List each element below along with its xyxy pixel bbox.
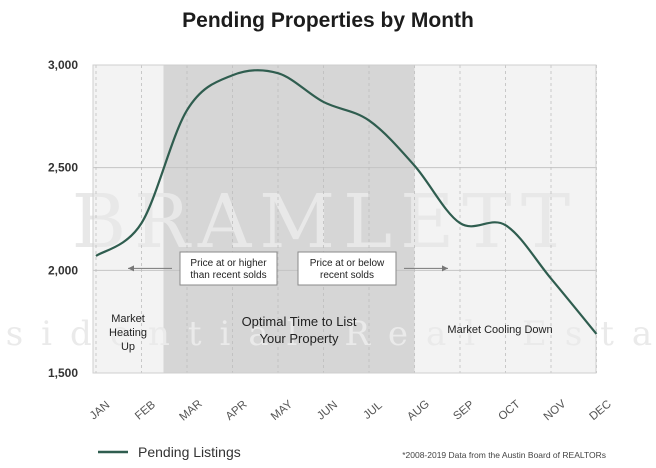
y-tick-label: 2,500 xyxy=(48,161,78,175)
region-label: Market Cooling Down xyxy=(447,324,552,336)
chart-title: Pending Properties by Month xyxy=(182,9,474,32)
plot-area: BRAMLETTResidential Real Estate1,5002,00… xyxy=(0,58,656,424)
y-tick-label: 2,000 xyxy=(48,263,78,277)
region-shade-1 xyxy=(93,65,164,373)
x-tick-label: FEB xyxy=(133,399,158,423)
x-tick-label: MAR xyxy=(177,398,204,424)
annotation-text: Price at or below recent solds xyxy=(310,258,385,281)
annotation-box xyxy=(297,251,397,286)
y-tick-label: 1,500 xyxy=(48,366,78,380)
annotation-box xyxy=(179,251,278,286)
x-tick-label: MAY xyxy=(269,398,295,423)
annotation-arrowhead xyxy=(128,265,134,272)
y-tick-label: 3,000 xyxy=(48,58,78,72)
x-tick-label: AUG xyxy=(405,398,432,423)
region-label: Optimal Time to List Your Property xyxy=(242,314,357,346)
x-tick-label: SEP xyxy=(451,398,477,422)
legend: Pending Listings xyxy=(98,444,241,460)
x-tick-label: JAN xyxy=(88,399,112,422)
x-tick-label: JUN xyxy=(315,399,340,423)
x-tick-label: DEC xyxy=(587,398,613,423)
source-note: *2008-2019 Data from the Austin Board of… xyxy=(402,450,606,460)
x-tick-label: APR xyxy=(224,399,250,423)
annotation-arrowhead xyxy=(442,265,448,272)
watermark-tagline: Residential Real Estate xyxy=(0,314,656,354)
x-tick-label: OCT xyxy=(496,398,522,423)
annotation-text: Price at or higher than recent solds xyxy=(190,258,267,281)
region-shade-3 xyxy=(414,65,596,373)
x-tick-label: JUL xyxy=(361,399,385,422)
series-line-1 xyxy=(95,69,598,335)
region-label: Market Heating Up xyxy=(109,313,147,353)
region-shade-2 xyxy=(163,65,415,373)
plot-frame xyxy=(92,64,597,374)
legend-label: Pending Listings xyxy=(138,444,241,460)
x-tick-label: NOV xyxy=(542,398,569,423)
